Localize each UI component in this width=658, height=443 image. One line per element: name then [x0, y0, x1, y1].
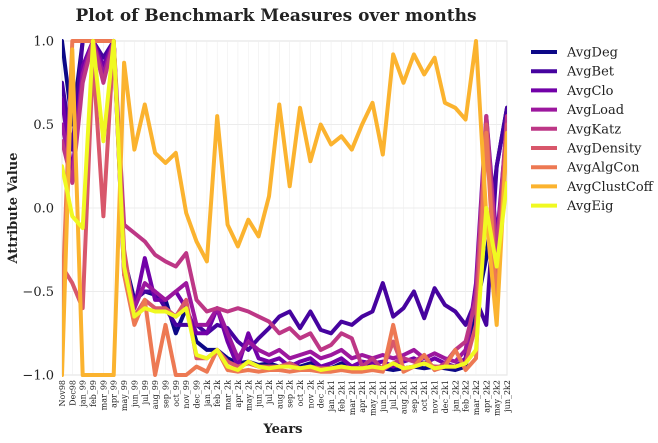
x-tick-label: may_2k [244, 380, 253, 411]
x-tick-label: Nov98 [58, 380, 67, 407]
x-tick-label: oct_2k1 [420, 380, 429, 412]
legend-label-avgclo: AvgClo [566, 84, 614, 99]
y-tick-label: 0.5 [33, 118, 54, 133]
x-tick-label: sep_2k [286, 380, 295, 408]
legend-label-avgalgcon: AvgAlgCon [566, 161, 640, 176]
x-tick-label: feb_99 [89, 380, 98, 407]
x-tick-label: jan_99 [79, 380, 88, 408]
x-tick-label: nov_2k1 [431, 380, 440, 414]
legend-label-avgeig: AvgEig [566, 199, 614, 214]
legend: AvgDeg AvgBet AvgClo AvgLoad AvgKatz AvgDensi… [531, 46, 655, 214]
legend-label-avgdeg: AvgDeg [566, 46, 618, 61]
x-tick-label: Dec98 [68, 380, 77, 406]
y-axis-label: Attribute Value [6, 153, 21, 265]
x-tick-label: feb_2k2 [462, 380, 471, 412]
x-tick-label: jan_2k [203, 380, 212, 407]
legend-label-avgload: AvgLoad [566, 103, 624, 118]
x-tick-label: jul_99 [141, 380, 150, 405]
x-tick-label: jan_2k2 [451, 380, 460, 412]
series-line-avgclustcoff [62, 39, 507, 377]
x-tick-label: dec_2k [317, 380, 326, 408]
x-tick-label: apr_99 [110, 380, 119, 408]
x-tick-label: may_2k2 [493, 380, 502, 416]
x-tick-label: dec_2k1 [441, 380, 450, 413]
y-axis-ticks: 1.0 0.5 0.0 −0.5 −1.0 [22, 35, 54, 384]
x-tick-label: aug_2k1 [400, 380, 409, 414]
y-tick-label: 1.0 [33, 35, 54, 50]
series-lines [62, 39, 507, 377]
x-tick-label: oct_99 [172, 380, 181, 407]
x-tick-label: jul_2k [265, 380, 274, 405]
x-tick-label: jun_2k2 [503, 380, 512, 413]
x-tick-label: jun_99 [130, 380, 139, 408]
x-tick-label: aug_2k [275, 380, 284, 409]
x-axis-label: Years [262, 422, 302, 437]
x-tick-label: mar_99 [99, 380, 108, 410]
y-tick-label: −0.5 [22, 285, 54, 300]
series-line-avgload [62, 39, 507, 364]
x-tick-label: feb_2k [213, 380, 222, 407]
x-tick-label: apr_2k1 [358, 380, 367, 413]
x-tick-label: jun_2k1 [379, 380, 388, 413]
x-tick-label: nov_2k [306, 380, 315, 409]
legend-label-avgbet: AvgBet [566, 65, 615, 80]
x-tick-label: nov_99 [182, 380, 191, 409]
x-tick-label: aug_99 [151, 380, 160, 409]
x-tick-label: oct_2k [296, 380, 305, 407]
x-axis-ticks: Nov98 Dec98 jan_99 feb_99 mar_99 apr_99 may_99… [58, 380, 512, 416]
x-tick-label: feb_2k1 [337, 380, 346, 412]
x-tick-label: dec_99 [193, 380, 202, 409]
series-line-avgeig [62, 39, 507, 372]
x-tick-label: apr_2k [234, 380, 243, 408]
x-tick-label: mar_2k [224, 380, 233, 410]
x-tick-label: jul_2k1 [389, 380, 398, 410]
legend-label-avgdensity: AvgDensity [566, 142, 642, 157]
x-tick-label: apr_2k2 [482, 380, 491, 413]
x-tick-label: sep_2k1 [410, 380, 419, 413]
x-tick-label: may_2k1 [368, 380, 377, 416]
x-tick-label: jan_2k1 [327, 380, 336, 412]
x-tick-label: sep_99 [161, 380, 170, 408]
legend-label-avgkatz: AvgKatz [566, 122, 621, 137]
y-tick-label: 0.0 [33, 202, 54, 217]
x-tick-label: mar_2k2 [472, 380, 481, 415]
legend-label-avgclustcoff: AvgClustCoff [566, 180, 655, 195]
x-tick-label: mar_2k1 [348, 380, 357, 415]
x-tick-label: jun_2k [255, 380, 264, 408]
x-tick-label: may_99 [120, 380, 129, 411]
chart-title: Plot of Benchmark Measures over months [75, 6, 476, 26]
y-tick-label: −1.0 [22, 369, 54, 384]
